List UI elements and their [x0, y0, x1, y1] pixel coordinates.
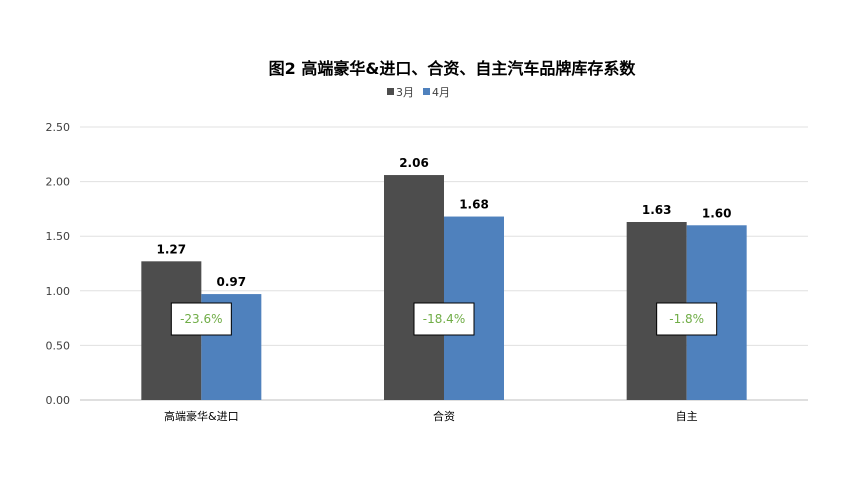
x-tick-label: 自主: [676, 410, 698, 423]
y-tick-label: 0.00: [46, 394, 71, 407]
y-tick-label: 2.50: [46, 121, 71, 134]
legend-swatch: [423, 88, 430, 95]
data-label: 2.06: [399, 156, 429, 170]
change-annotation-box: [413, 302, 475, 336]
chart-title: 图2 高端豪华&进口、合资、自主汽车品牌库存系数: [269, 59, 637, 78]
y-tick-label: 0.50: [46, 339, 71, 352]
bar: [384, 175, 444, 400]
legend-label: 3月: [396, 86, 414, 99]
data-label: 1.60: [702, 206, 732, 220]
legend-swatch: [387, 88, 394, 95]
legend: 3月 4月: [387, 86, 450, 99]
data-label: 0.97: [217, 275, 247, 289]
legend-label: 4月: [432, 86, 450, 99]
data-label: 1.63: [642, 203, 672, 217]
data-label: 1.68: [459, 198, 489, 212]
change-annotation: -1.8%: [669, 312, 704, 326]
x-tick-label: 高端豪华&进口: [164, 409, 239, 423]
change-annotation-box: [170, 302, 232, 336]
data-label: 1.27: [157, 242, 187, 256]
y-tick-label: 2.00: [46, 176, 71, 189]
change-annotation: -18.4%: [423, 312, 465, 326]
y-tick-label: 1.50: [46, 230, 71, 243]
change-annotation-box: [656, 302, 718, 336]
bars: 1.27 0.97 高端豪华&进口 -23.6% 2.06 1.68 合资 -18.4% 1.6…: [141, 156, 747, 423]
x-tick-label: 合资: [433, 409, 455, 423]
y-tick-label: 1.00: [46, 285, 71, 298]
change-annotation: -23.6%: [180, 312, 222, 326]
